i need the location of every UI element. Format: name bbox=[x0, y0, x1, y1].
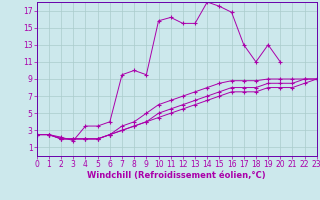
X-axis label: Windchill (Refroidissement éolien,°C): Windchill (Refroidissement éolien,°C) bbox=[87, 171, 266, 180]
